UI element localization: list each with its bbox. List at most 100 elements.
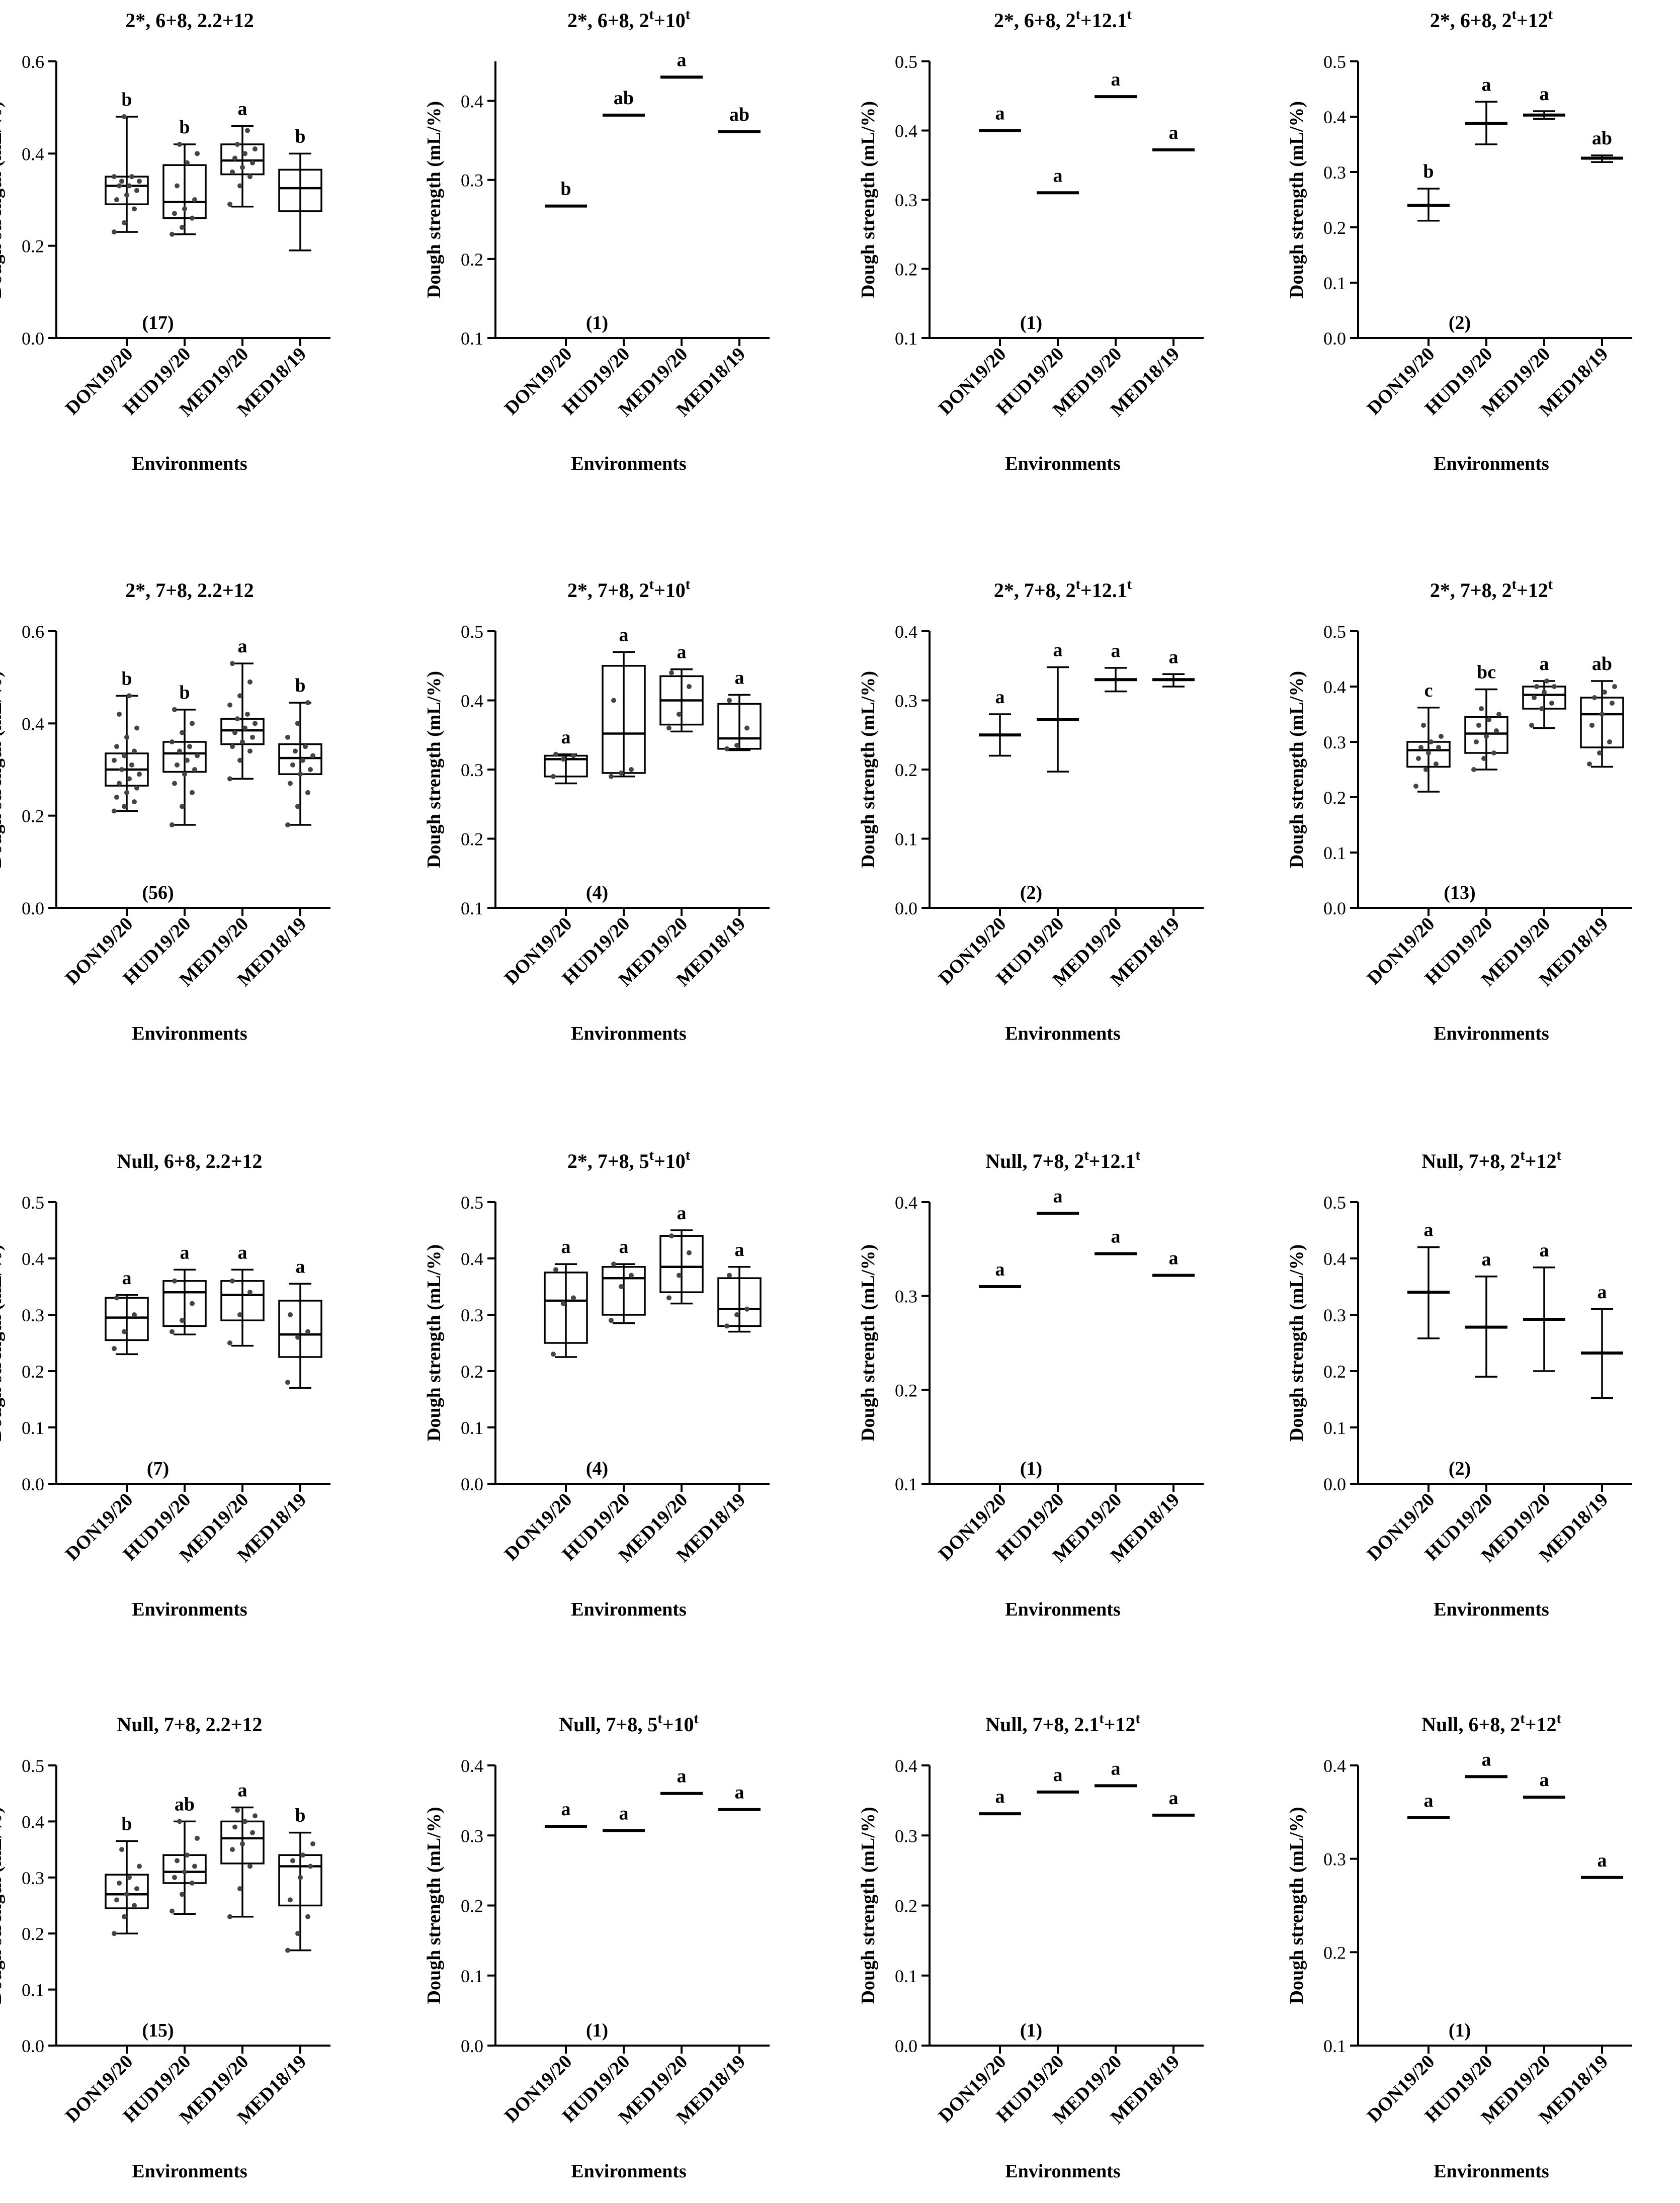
chart-title-main: 2*, 7+8, 2 [567,579,649,602]
data-point [172,211,177,216]
significance-letter: b [179,117,190,138]
data-point [180,804,185,809]
data-point [124,192,129,198]
significance-letter: b [560,179,571,200]
x-axis-label: Environments [1005,2161,1120,2182]
significance-letter: b [121,89,132,110]
data-point [1434,761,1439,767]
chart-title: Null, 7+8, 2t+12.1t [985,1148,1140,1172]
y-tick-label: 0.2 [1323,1942,1346,1963]
y-tick-label: 0.1 [461,328,483,349]
data-point [629,1273,634,1278]
data-point [227,1914,232,1919]
data-point [240,1841,245,1846]
data-point [127,183,132,189]
data-point [185,1852,190,1858]
chart-title-sup: t [1135,1711,1140,1727]
data-point [117,712,122,717]
data-point [553,751,558,757]
data-point [230,661,235,666]
y-tick-label: 0.1 [895,1966,917,1986]
significance-letter: a [1540,1240,1549,1261]
chart-title-sup: t [1076,7,1081,23]
y-tick-label: 0.6 [22,52,44,72]
data-point [253,721,258,726]
y-tick-label: 0.2 [22,1362,44,1382]
data-point [734,1312,739,1317]
data-point [237,1312,242,1317]
data-point [122,220,127,225]
chart-title-main: Null, 7+8, 2.1 [985,1713,1099,1736]
significance-letter: a [1111,1226,1121,1247]
significance-letter: a [1053,640,1063,661]
chart-panel-9: Null, 6+8, 2.2+12 0.0 0.1 0.2 0.3 0.4 0.5 Dough… [0,1150,330,1620]
chart-title: 2*, 7+8, 2t+12t [1430,577,1553,602]
data-point [247,1290,253,1295]
data-point [177,142,182,147]
y-tick-label: 0.2 [22,236,44,257]
y-tick-label: 0.6 [22,622,44,642]
data-point [180,225,185,230]
y-tick-label: 0.3 [1323,1849,1346,1870]
data-point [177,1819,182,1824]
x-axis-label: Environments [1434,1599,1549,1620]
y-axis-label: Dough strength (mL/%) [858,1807,879,2004]
sample-size-label: (17) [142,312,174,333]
data-point [687,684,692,689]
y-tick-label: 0.0 [461,2036,483,2056]
data-point [561,1301,566,1306]
data-point [1486,717,1491,722]
sample-size-label: (4) [586,882,608,903]
data-point [230,744,235,749]
y-tick-label: 0.2 [461,1896,483,1916]
significance-letter: a [1169,122,1179,143]
data-point [727,1273,732,1278]
significance-letter: c [1424,680,1433,701]
data-point [192,767,197,772]
data-point [137,772,142,777]
data-point [553,1267,558,1273]
data-point [295,1334,300,1340]
data-point [117,1880,122,1886]
chart-title-main: 2*, 7+8, 2.2+12 [125,579,254,602]
data-point [1539,706,1544,711]
chart-title-sup: t [686,577,691,592]
box [1580,697,1624,748]
data-point [734,742,739,748]
data-point [1476,723,1481,728]
chart-title-main: 2*, 6+8, 2 [994,9,1076,32]
data-point [1429,739,1434,744]
sample-size-label: (1) [1020,2020,1042,2041]
y-tick-label: 0.4 [22,1812,44,1832]
significance-letter: b [121,1813,132,1834]
chart-title: Null, 7+8, 2.1t+12t [985,1711,1140,1736]
x-axis-label: Environments [1005,1023,1120,1044]
x-axis-label: Environments [571,2161,686,2182]
data-point [285,1947,290,1953]
data-point [112,229,117,235]
data-point [295,804,300,809]
data-point [611,1261,616,1267]
data-point [230,1278,235,1284]
significance-letter: a [995,1786,1005,1807]
y-axis-label: Dough strength (mL/%) [1286,1807,1307,2004]
y-tick-label: 0.4 [461,691,483,711]
data-point [1592,695,1597,700]
x-axis-label: Environments [571,1599,686,1620]
data-point [305,700,310,706]
y-tick-label: 0.0 [895,898,917,918]
chart-title-sup: t [1076,577,1081,592]
significance-letter: b [295,1805,305,1826]
y-tick-label: 0.1 [461,1966,483,1986]
data-point [611,698,616,703]
sample-size-label: (1) [586,312,608,333]
significance-letter: b [295,675,305,696]
data-point [185,757,190,763]
y-axis-label: Dough strength (mL/%) [424,1244,445,1442]
data-point [180,1318,185,1323]
data-point [290,762,295,768]
y-tick-label: 0.2 [895,1896,917,1916]
data-point [242,151,247,156]
significance-letter: a [995,103,1005,124]
data-point [119,1847,124,1852]
